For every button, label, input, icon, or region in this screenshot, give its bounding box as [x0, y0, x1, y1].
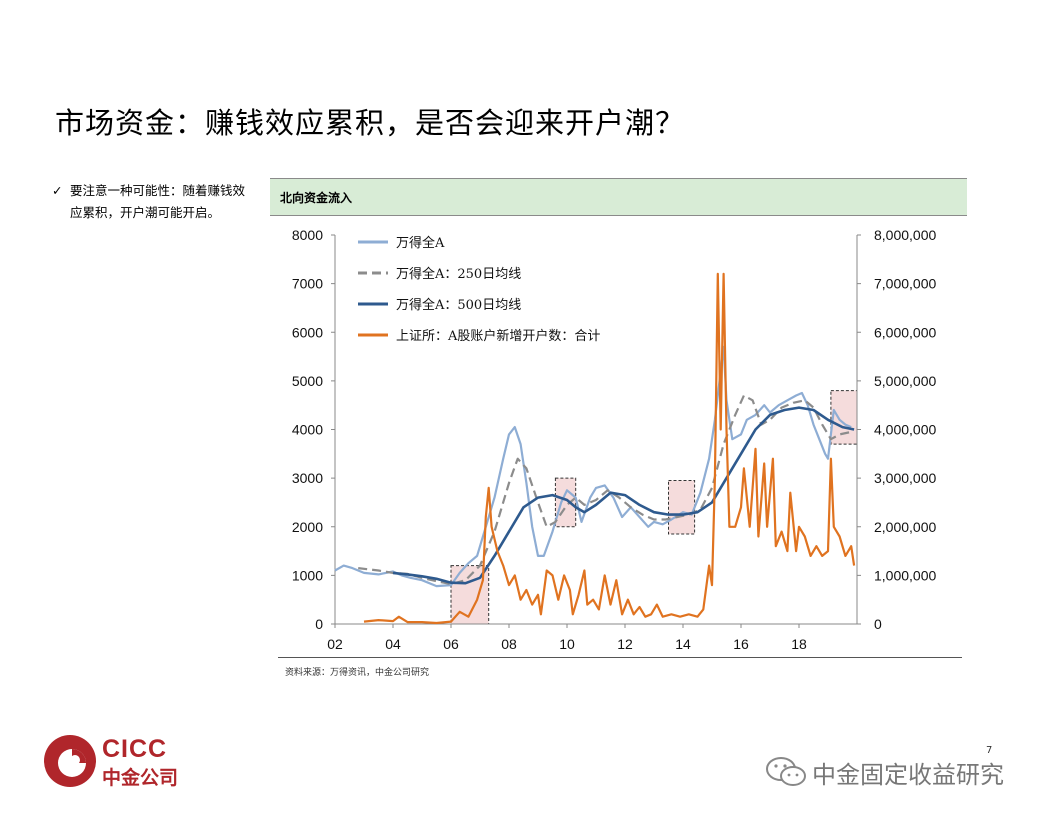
series-line-1	[358, 394, 852, 586]
page-title: 市场资金：赚钱效应累积，是否会迎来开户潮？	[55, 106, 686, 140]
wechat-watermark: 中金固定收益研究	[765, 752, 1035, 792]
y-right-tick-label: 4,000,000	[874, 422, 936, 438]
legend-label-1: 万得全A：250日均线	[396, 266, 521, 282]
bullet-text: 要注意一种可能性：随着赚钱效应累积，开户潮可能开启。	[70, 183, 246, 220]
y-right-tick-label: 1,000,000	[874, 567, 936, 583]
legend-label-3: 上证所：A股账户新增开户数：合计	[396, 328, 600, 344]
wechat-icon	[766, 757, 806, 786]
y-left-tick-label: 1000	[292, 567, 323, 583]
y-left-tick-label: 0	[315, 616, 323, 632]
highlight-box-3	[830, 390, 858, 445]
y-right-tick-label: 5,000,000	[874, 373, 936, 389]
logo-chinese: 中金公司	[102, 767, 179, 789]
x-tick-label: 12	[617, 636, 633, 652]
highlight-box-2	[668, 480, 696, 535]
series-line-2	[392, 406, 855, 585]
logo-english: CICC	[102, 735, 168, 763]
series-line-3	[363, 272, 856, 625]
source-note: 资料来源：万得资讯，中金公司研究	[285, 668, 430, 678]
check-icon: ✓	[52, 183, 63, 198]
x-tick-label: 14	[675, 636, 691, 652]
x-tick-label: 02	[327, 636, 343, 652]
chart-panel-title: 北向资金流入	[280, 191, 353, 205]
source-divider	[278, 657, 962, 658]
bullet-point: ✓ 要注意一种可能性：随着赚钱效应累积，开户潮可能开启。	[52, 180, 247, 224]
y-left-tick-label: 2000	[292, 519, 323, 535]
cicc-logo: CICC 中金公司	[42, 733, 202, 793]
y-left-tick-label: 3000	[292, 470, 323, 486]
highlight-box-1	[554, 477, 577, 528]
page-number: 7	[986, 745, 993, 756]
cicc-logo-mark	[44, 735, 96, 787]
x-tick-label: 16	[733, 636, 749, 652]
y-right-tick-label: 8,000,000	[874, 227, 936, 243]
y-right-tick-label: 2,000,000	[874, 519, 936, 535]
legend-label-0: 万得全A	[396, 235, 445, 251]
y-right-tick-label: 0	[874, 616, 882, 632]
y-right-tick-label: 3,000,000	[874, 470, 936, 486]
y-right-tick-label: 7,000,000	[874, 276, 936, 292]
y-right-tick-label: 6,000,000	[874, 324, 936, 340]
x-tick-label: 18	[791, 636, 807, 652]
x-tick-label: 08	[501, 636, 517, 652]
y-left-tick-label: 6000	[292, 324, 323, 340]
y-left-tick-label: 8000	[292, 227, 323, 243]
y-left-tick-label: 4000	[292, 422, 323, 438]
x-tick-label: 04	[385, 636, 401, 652]
series-line-0	[334, 345, 852, 588]
x-tick-label: 06	[443, 636, 459, 652]
chart: 0 1000 2000 3000 4000 5000 6000 7000 8000 0 1,000,…	[292, 227, 937, 652]
x-tick-label: 10	[559, 636, 575, 652]
y-left-tick-label: 5000	[292, 373, 323, 389]
legend-label-2: 万得全A：500日均线	[396, 297, 521, 313]
watermark-text: 中金固定收益研究	[812, 761, 1004, 789]
chart-panel-header: 北向资金流入	[270, 178, 967, 216]
y-left-tick-label: 7000	[292, 276, 323, 292]
